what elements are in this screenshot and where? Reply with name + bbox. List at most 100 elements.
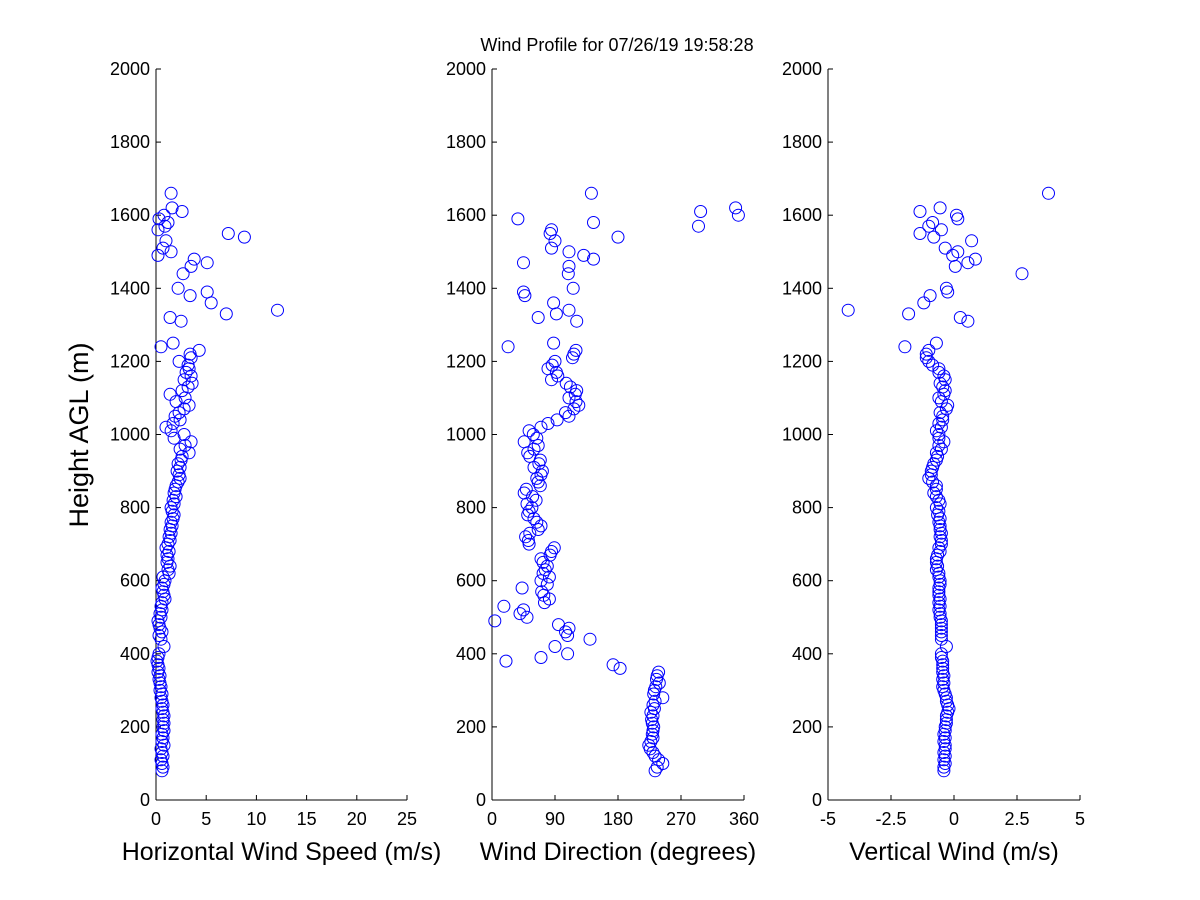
data-point: [164, 245, 178, 259]
data-point: [219, 307, 233, 321]
data-point: [936, 380, 950, 394]
data-point: [161, 216, 175, 229]
data-point: [606, 658, 620, 672]
data-point: [932, 585, 946, 599]
data-point: [939, 640, 953, 653]
data-point: [549, 365, 563, 379]
data-point: [534, 519, 548, 533]
data-point: [522, 424, 536, 438]
data-point: [950, 208, 963, 222]
x-tick-label: 90: [545, 809, 565, 829]
data-point: [562, 303, 576, 317]
data-point: [530, 431, 544, 445]
data-point: [913, 227, 927, 240]
figure-title: Wind Profile for 07/26/19 19:58:28: [480, 35, 753, 55]
data-point: [934, 621, 948, 635]
y-axis-label: Height AGL (m): [64, 342, 94, 527]
data-point: [160, 548, 174, 562]
data-point: [656, 691, 670, 705]
data-point: [519, 482, 533, 496]
data-point: [536, 566, 550, 580]
y-tick-label: 1600: [110, 205, 150, 225]
data-point: [652, 676, 666, 690]
y-tick-label: 1800: [782, 132, 822, 152]
data-point: [933, 523, 947, 536]
data-point: [548, 640, 562, 653]
data-point: [934, 223, 948, 237]
data-point: [177, 373, 191, 387]
data-point: [154, 742, 168, 756]
data-point: [644, 735, 658, 748]
data-point: [221, 227, 235, 240]
data-point: [934, 420, 948, 434]
data-point: [550, 413, 564, 427]
data-point: [153, 607, 167, 621]
x-tick-label: 0: [949, 809, 959, 829]
data-point: [548, 354, 562, 368]
y-tick-label: 200: [456, 717, 486, 737]
data-point: [613, 661, 627, 675]
data-point: [933, 406, 947, 420]
data-point: [932, 428, 946, 441]
data-point: [183, 347, 197, 361]
data-point: [166, 417, 180, 430]
x-tick-label: 0: [151, 809, 161, 829]
data-point: [938, 384, 952, 398]
data-point: [919, 351, 933, 365]
data-point: [185, 376, 199, 390]
data-point: [164, 515, 178, 529]
data-point: [932, 541, 946, 555]
data-point: [183, 289, 197, 303]
data-point: [167, 508, 181, 522]
data-point: [157, 738, 171, 752]
y-tick-label: 0: [140, 790, 150, 810]
data-point: [939, 281, 953, 295]
data-point: [570, 314, 584, 328]
y-tick-label: 1400: [446, 278, 486, 298]
data-point: [646, 746, 660, 759]
y-tick-label: 1400: [782, 278, 822, 298]
y-tick-label: 1800: [446, 132, 486, 152]
data-point: [1042, 186, 1055, 200]
y-tick-label: 1000: [446, 425, 486, 445]
data-point: [531, 311, 545, 324]
y-tick-label: 600: [792, 571, 822, 591]
data-point: [648, 694, 662, 708]
data-point: [162, 545, 176, 558]
data-point: [154, 340, 168, 354]
x-tick-label: 15: [297, 809, 317, 829]
data-point: [562, 409, 576, 423]
data-point: [929, 446, 943, 460]
data-point: [913, 205, 927, 218]
data-point: [526, 428, 540, 441]
data-point: [646, 698, 660, 712]
data-point: [184, 259, 198, 273]
data-point: [534, 651, 548, 664]
data-point: [237, 230, 251, 244]
data-point: [934, 632, 948, 646]
data-point: [172, 354, 186, 368]
y-tick-label: 400: [456, 644, 486, 664]
data-point: [171, 281, 185, 295]
data-point: [936, 665, 950, 679]
data-point: [968, 252, 982, 266]
data-point: [649, 680, 663, 694]
data-point: [927, 486, 941, 500]
x-axis-label-vertical: Vertical Wind (m/s): [849, 838, 1059, 866]
data-point: [547, 541, 561, 555]
data-point: [157, 208, 171, 222]
data-point: [159, 234, 173, 248]
data-point: [513, 607, 527, 621]
data-point: [151, 223, 165, 237]
data-point: [530, 515, 544, 529]
x-tick-label: 25: [397, 809, 417, 829]
data-point: [559, 376, 573, 390]
data-point: [569, 395, 583, 409]
data-point: [559, 406, 572, 420]
data-point: [165, 201, 179, 215]
data-point: [159, 420, 173, 434]
data-point: [936, 409, 950, 423]
data-point: [533, 479, 547, 493]
